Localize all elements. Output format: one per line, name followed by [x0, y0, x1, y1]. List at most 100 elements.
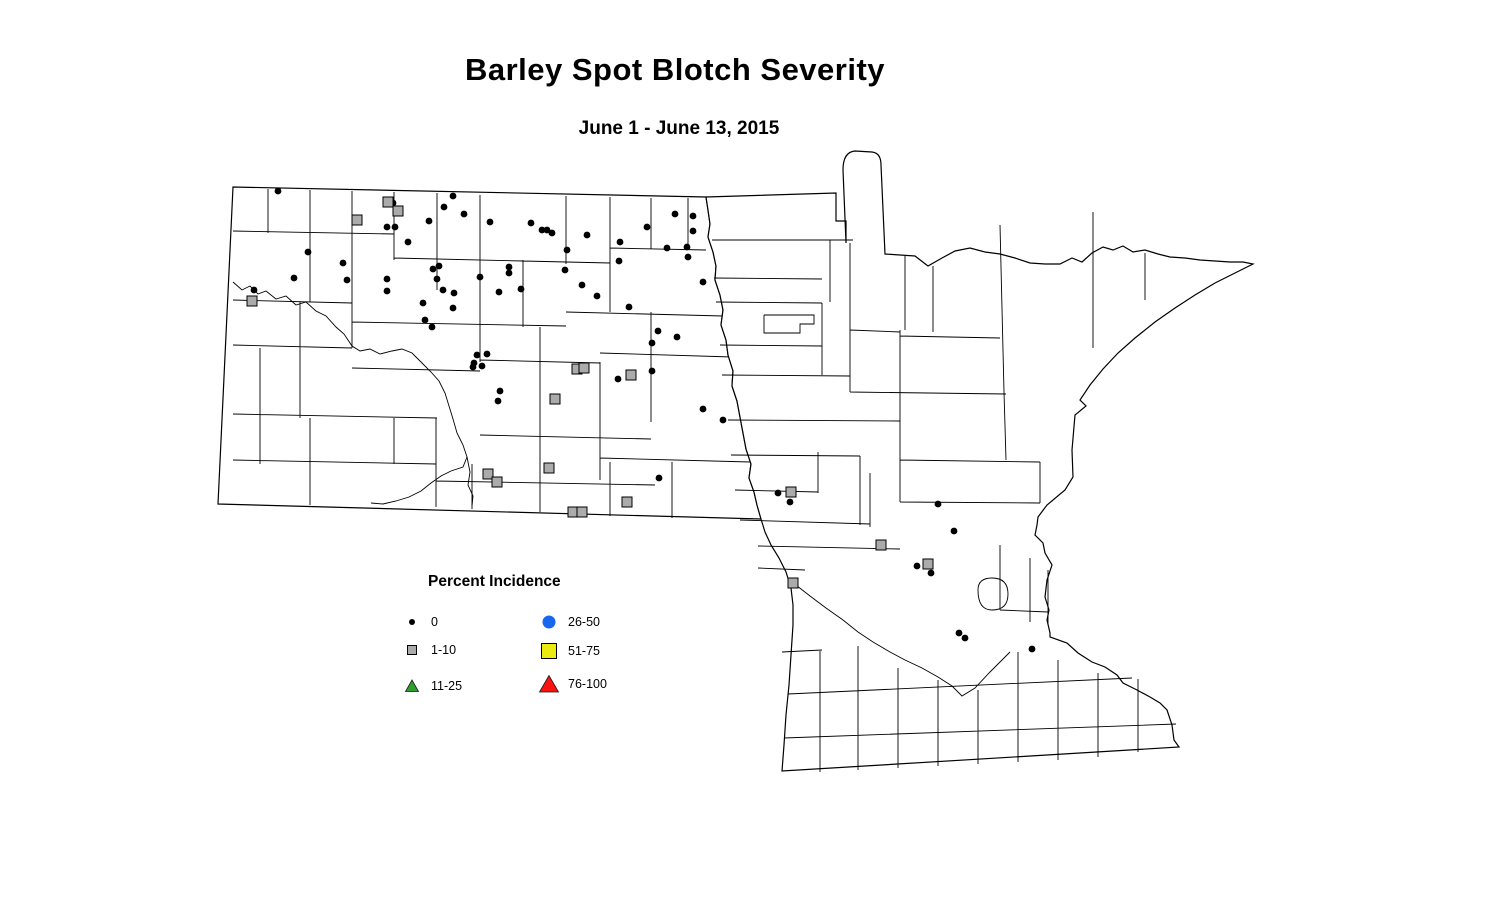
map-marker-0: [673, 333, 681, 341]
legend-item-0: 0: [398, 610, 438, 634]
map-marker-0: [543, 226, 551, 234]
map-marker-1-10: [787, 577, 799, 589]
map-marker-1-10: [625, 369, 637, 381]
map-marker-0: [290, 274, 298, 282]
map-marker-0: [383, 287, 391, 295]
map-marker-0: [671, 210, 679, 218]
map-marker-0: [343, 276, 351, 284]
circle-symbol-icon: [542, 615, 556, 629]
map-marker-1-10: [246, 295, 258, 307]
map-marker-0: [517, 285, 525, 293]
map-marker-0: [625, 303, 633, 311]
map-marker-0: [684, 253, 692, 261]
map-marker-1-10: [482, 468, 494, 480]
map-marker-0: [719, 416, 727, 424]
map-marker-0: [496, 387, 504, 395]
map-marker-0: [950, 527, 958, 535]
map-marker-0: [440, 203, 448, 211]
map-marker-1-10: [351, 214, 363, 226]
missouri-river-line: [233, 282, 473, 506]
page-subtitle: June 1 - June 13, 2015: [578, 118, 780, 139]
map-marker-0: [250, 286, 258, 294]
legend-label: 26-50: [568, 615, 600, 629]
map-marker-0: [578, 281, 586, 289]
legend-item-76-100: 76-100: [535, 672, 607, 696]
map-marker-0: [460, 210, 468, 218]
map-marker-0: [450, 289, 458, 297]
map-marker-0: [786, 498, 794, 506]
map-marker-0: [428, 323, 436, 331]
map-marker-0: [494, 397, 502, 405]
page-title: Barley Spot Blotch Severity: [464, 52, 886, 87]
map-marker-0: [433, 275, 441, 283]
map-marker-0: [616, 238, 624, 246]
map-marker-0: [505, 269, 513, 277]
map-marker-1-10: [785, 486, 797, 498]
map-marker-0: [435, 262, 443, 270]
map-marker-1-10: [382, 196, 394, 208]
map-marker-1-10: [392, 205, 404, 217]
map-marker-0: [689, 212, 697, 220]
map-marker-1-10: [543, 462, 555, 474]
map-marker-0: [648, 367, 656, 375]
map-marker-0: [538, 226, 546, 234]
map-marker-0: [614, 375, 622, 383]
legend-label: 76-100: [568, 677, 607, 691]
legend-label: 0: [431, 615, 438, 629]
map-marker-0: [643, 223, 651, 231]
map-marker-0: [304, 248, 312, 256]
map-marker-0: [593, 292, 601, 300]
map-marker-0: [391, 223, 399, 231]
legend-title: Percent Incidence: [428, 573, 561, 590]
map-marker-0: [383, 223, 391, 231]
map-marker-1-10: [621, 496, 633, 508]
legend-item-11-25: 11-25: [398, 674, 462, 698]
map-marker-0: [429, 265, 437, 273]
map-marker-0: [663, 244, 671, 252]
legend-item-1-10: 1-10: [398, 638, 456, 662]
map-marker-1-10: [578, 362, 590, 374]
map-marker-1-10: [576, 506, 588, 518]
map-marker-0: [495, 288, 503, 296]
map-marker-0: [383, 275, 391, 283]
map-marker-0: [527, 219, 535, 227]
legend-label: 1-10: [431, 643, 457, 657]
triangle-symbol-icon: [538, 674, 560, 693]
map-marker-1-10: [491, 476, 503, 488]
map-marker-1-10: [922, 558, 934, 570]
map-marker-0: [478, 362, 486, 370]
map-marker-0: [1028, 645, 1036, 653]
map-marker-0: [505, 263, 513, 271]
map-marker-0: [274, 187, 282, 195]
map-marker-0: [419, 299, 427, 307]
nd-county-lines: [233, 189, 750, 518]
map-marker-0: [469, 363, 477, 371]
legend-label: 11-25: [431, 679, 463, 693]
map-marker-0: [339, 259, 347, 267]
legend-label: 51-75: [568, 644, 600, 658]
triangle-symbol-icon: [404, 679, 420, 692]
map-marker-0: [404, 238, 412, 246]
map-marker-0: [439, 286, 447, 294]
map-marker-0: [654, 327, 662, 335]
map-marker-0: [934, 500, 942, 508]
map-marker-1-10: [549, 393, 561, 405]
map-marker-1-10: [875, 539, 887, 551]
legend-item-51-75: 51-75: [535, 639, 600, 663]
map-marker-0: [699, 405, 707, 413]
map-marker-0: [655, 474, 663, 482]
map-marker-0: [699, 278, 707, 286]
mn-county-lines: [712, 212, 1176, 772]
map-marker-0: [483, 350, 491, 358]
map-marker-0: [927, 569, 935, 577]
map-marker-0: [473, 351, 481, 359]
map-marker-0: [561, 266, 569, 274]
map-marker-0: [955, 629, 963, 637]
map-marker-0: [486, 218, 494, 226]
map-marker-0: [774, 489, 782, 497]
square-symbol-icon: [407, 645, 417, 655]
map-marker-0: [683, 243, 691, 251]
legend-item-26-50: 26-50: [535, 610, 600, 634]
